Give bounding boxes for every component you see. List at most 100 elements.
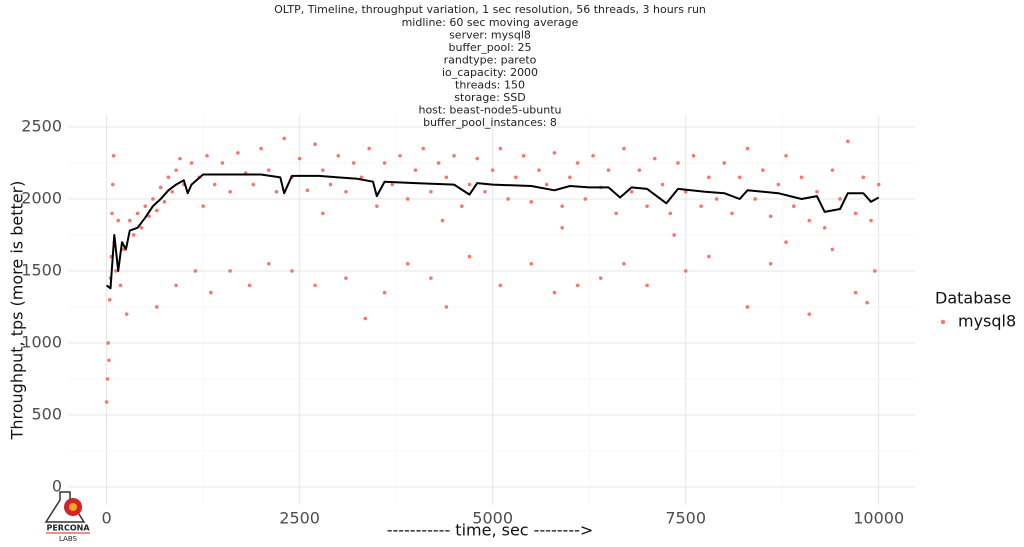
data-point (147, 214, 151, 219)
data-point (876, 182, 881, 187)
data-point (170, 189, 175, 194)
data-point (598, 276, 603, 280)
data-point (359, 175, 364, 180)
data-point (846, 139, 850, 144)
moving-average-line (106, 173, 880, 290)
data-point (259, 146, 263, 151)
data-point (228, 269, 232, 273)
data-point (328, 182, 333, 187)
data-point (707, 254, 711, 259)
data-point (672, 233, 676, 237)
x-tick-label: 10000 (853, 509, 904, 528)
data-point (776, 182, 781, 187)
data-point (143, 204, 148, 208)
data-point (714, 197, 719, 201)
data-point (691, 153, 696, 158)
chart-subtitle: buffer_pool_instances: 8 (423, 116, 557, 129)
data-point (467, 254, 472, 259)
data-point (483, 189, 487, 194)
data-point (583, 197, 588, 201)
data-point (807, 218, 812, 223)
data-point (668, 211, 673, 216)
data-point (313, 142, 317, 147)
data-point (375, 204, 379, 208)
data-point (768, 214, 773, 219)
data-point (151, 197, 155, 201)
data-point (575, 161, 580, 165)
y-tick-label: 2500 (21, 116, 62, 135)
x-tick-label: 2500 (279, 509, 320, 528)
data-point (209, 290, 213, 295)
data-point (699, 204, 703, 208)
data-point (154, 208, 159, 213)
data-point (127, 218, 132, 223)
data-point (784, 240, 788, 244)
data-point (853, 211, 858, 216)
data-point (737, 175, 742, 180)
data-point (220, 161, 225, 165)
logo-dot (69, 503, 77, 511)
data-point (413, 168, 418, 172)
logo-name: PERCONA (46, 524, 90, 533)
data-point (382, 290, 387, 295)
data-point (459, 204, 464, 208)
data-point (116, 218, 120, 223)
data-point (178, 156, 182, 161)
chart-subtitle: midline: 60 sec moving average (402, 16, 579, 29)
data-point (174, 168, 178, 172)
data-point (467, 182, 472, 187)
data-point (873, 269, 877, 273)
data-point (162, 200, 167, 204)
data-point (683, 269, 688, 273)
data-point (111, 153, 116, 158)
data-point (193, 269, 198, 273)
data-point (514, 175, 518, 180)
data-point (201, 204, 205, 208)
data-point (537, 168, 541, 172)
data-point (290, 269, 294, 273)
data-point (107, 297, 112, 302)
data-point (131, 233, 136, 237)
data-point (363, 316, 368, 321)
data-point (529, 261, 534, 266)
data-point (622, 146, 626, 151)
data-point (139, 225, 144, 230)
data-point (266, 261, 271, 266)
data-point (135, 211, 140, 216)
data-point (114, 269, 118, 273)
data-point (653, 156, 657, 161)
data-point (452, 153, 456, 158)
y-tick-label: 500 (31, 404, 62, 423)
data-point (421, 146, 425, 151)
data-point (761, 168, 765, 172)
data-point (251, 182, 256, 187)
legend-marker (940, 319, 946, 325)
data-point (444, 175, 449, 180)
data-point (313, 283, 317, 288)
data-point (784, 153, 788, 158)
data-point (498, 146, 503, 151)
data-point (189, 161, 194, 165)
data-point (745, 146, 750, 151)
data-point (228, 189, 232, 194)
y-axis-label: Throughput, tps (more is better) (8, 181, 27, 441)
data-point (320, 168, 325, 172)
data-point (205, 153, 209, 158)
data-point (367, 146, 371, 151)
data-point (799, 175, 804, 180)
data-point (815, 189, 819, 194)
data-point (154, 305, 159, 309)
data-point (344, 276, 348, 280)
data-point (344, 189, 348, 194)
data-point (174, 283, 178, 288)
y-tick-label: 1000 (21, 332, 62, 351)
logo: PERCONA LABS (44, 491, 90, 543)
data-point (320, 211, 325, 216)
data-point (297, 156, 302, 161)
data-point (236, 151, 240, 155)
data-point (247, 283, 252, 288)
data-point (106, 341, 110, 345)
data-point (614, 211, 618, 216)
